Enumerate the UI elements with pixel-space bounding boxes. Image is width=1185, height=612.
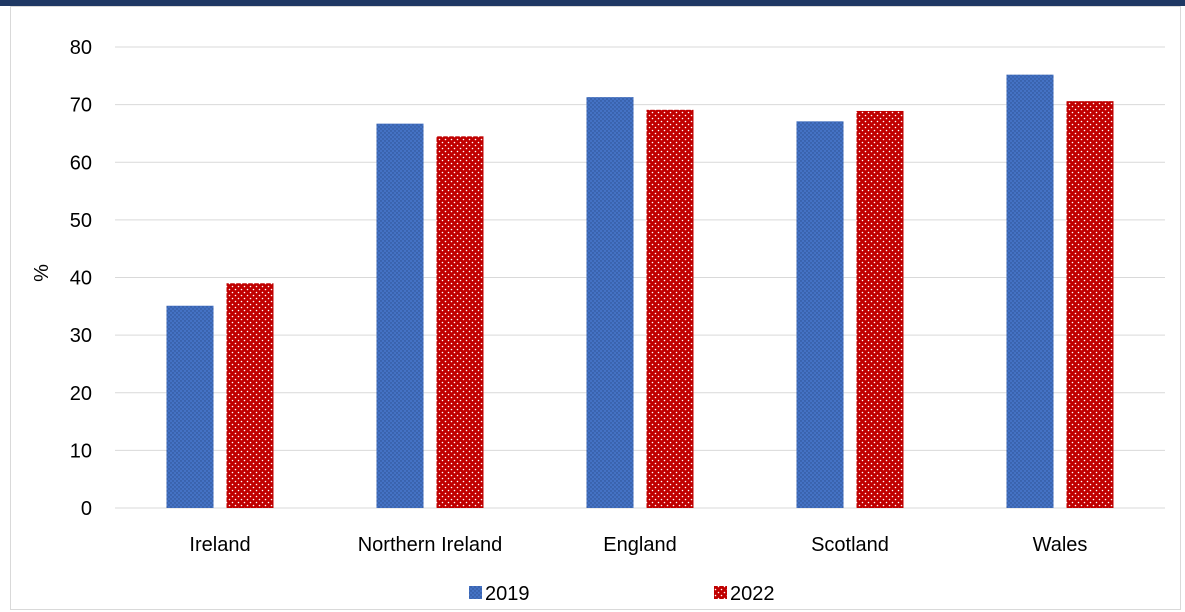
bars: [166, 74, 1114, 509]
bar-2022-ireland: [226, 283, 274, 508]
x-tick-label: Wales: [1033, 534, 1088, 556]
y-tick-label: 80: [70, 37, 92, 59]
bar-2022-northern-ireland: [436, 136, 484, 508]
top-rule: [0, 0, 1185, 6]
y-tick-label: 60: [70, 152, 92, 174]
legend-swatch-2022: [714, 586, 727, 599]
bar-2019-england: [586, 97, 634, 508]
gridlines: [115, 46, 1165, 509]
x-axis-ticks: Ireland Northern Ireland England Scotland Wa…: [189, 534, 1087, 556]
bar-2022-scotland: [856, 110, 904, 509]
legend-swatch-2019: [469, 586, 482, 599]
y-tick-label: 20: [70, 383, 92, 405]
y-tick-label: 70: [70, 95, 92, 117]
y-axis-ticks: 0 10 20 30 40 50 60 70 80: [70, 37, 92, 520]
y-tick-label: 10: [70, 440, 92, 462]
legend-label-2019: 2019: [485, 583, 530, 605]
bar-2019-northern-ireland: [376, 123, 424, 509]
bar-2019-scotland: [796, 121, 844, 509]
x-tick-label: Ireland: [189, 534, 250, 556]
y-tick-label: 30: [70, 325, 92, 347]
x-tick-label: England: [603, 534, 676, 556]
legend-label-2022: 2022: [730, 583, 775, 605]
legend: 2019 2022: [469, 583, 775, 605]
bar-2019-wales: [1006, 74, 1054, 508]
y-tick-label: 0: [81, 498, 92, 520]
y-tick-label: 40: [70, 268, 92, 290]
bar-2019-ireland: [166, 305, 214, 508]
y-tick-label: 50: [70, 210, 92, 232]
y-axis-title: %: [31, 264, 53, 282]
chart-frame: [10, 6, 1181, 610]
x-tick-label: Scotland: [811, 534, 889, 556]
bar-2022-wales: [1066, 101, 1114, 508]
bar-2022-england: [646, 109, 694, 508]
x-tick-label: Northern Ireland: [358, 534, 503, 556]
